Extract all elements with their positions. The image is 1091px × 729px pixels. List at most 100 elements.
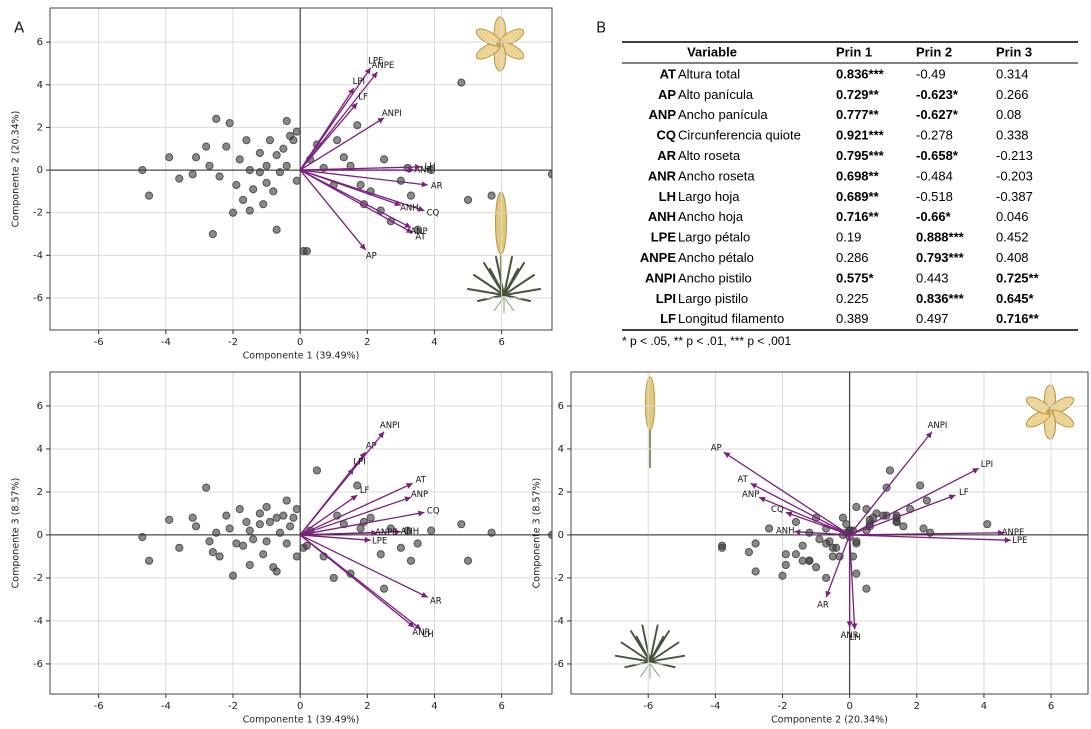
point [272, 151, 281, 160]
point [265, 517, 275, 527]
point [202, 483, 211, 492]
row-name: Ancho panícula [678, 107, 768, 122]
arrow-head [421, 181, 428, 188]
point [245, 206, 254, 215]
point [235, 505, 244, 514]
point [282, 161, 291, 170]
point [828, 552, 837, 561]
x-tick-label: 0 [297, 337, 303, 348]
point [275, 168, 285, 177]
point [262, 161, 271, 170]
point [366, 513, 375, 522]
y-tick-label: -6 [33, 659, 43, 670]
point [238, 541, 248, 550]
table-cell: -0.49 [916, 66, 946, 81]
point [396, 176, 405, 185]
y-tick-label: 6 [37, 37, 43, 48]
x-axis-title: Componente 1 (39.49%) [243, 715, 360, 726]
y-tick-label: -2 [33, 573, 43, 584]
y-tick-label: 2 [37, 122, 43, 133]
vector-label: ANP [742, 490, 759, 500]
plot-frame [570, 371, 1089, 695]
y-tick-label: -4 [33, 250, 43, 261]
point [457, 520, 466, 529]
point [463, 556, 473, 565]
arrow-head [364, 67, 371, 75]
flower-image [1023, 384, 1077, 440]
arrow-head [377, 117, 385, 124]
point [376, 550, 385, 559]
point [852, 569, 861, 578]
point [272, 225, 281, 234]
table-cell: 0.716** [996, 311, 1040, 326]
point [885, 466, 895, 475]
x-tick-label: 2 [364, 337, 370, 348]
vector-label: ANP [410, 227, 427, 237]
row-code: AT [660, 66, 676, 81]
table-cell: -0.203 [996, 168, 1033, 183]
point [413, 225, 422, 234]
table-cell: 0.266 [996, 87, 1029, 102]
table-cell: -0.658* [916, 148, 959, 163]
arrow-head [948, 494, 956, 501]
vector-label: ANR [412, 628, 430, 638]
vector-label: ANPE [1002, 528, 1025, 538]
arrow-head [851, 623, 858, 630]
point [403, 526, 412, 535]
table-cell: 0.793*** [916, 250, 965, 265]
point [191, 522, 201, 531]
vector-label: LH [850, 633, 861, 643]
y-tick-label: 0 [558, 530, 564, 541]
row-name: Largo pistilo [678, 291, 748, 306]
y-tick-label: -2 [33, 208, 43, 219]
loading-vector [300, 511, 425, 536]
loading-vector [794, 531, 850, 536]
y-tick-label: -4 [554, 616, 564, 627]
panel-label: B [596, 19, 606, 37]
point [396, 543, 405, 552]
vector-label: LPI [353, 458, 365, 468]
point [983, 520, 992, 529]
point [235, 155, 244, 164]
point [255, 520, 264, 529]
arrow-head [846, 621, 853, 628]
table-cell: 0.452 [996, 230, 1029, 245]
plot-area [138, 466, 552, 593]
table-cell: -0.623* [916, 87, 959, 102]
y-tick-label: 4 [37, 80, 43, 91]
point [191, 153, 201, 162]
point [356, 180, 365, 190]
point [413, 539, 422, 548]
point [269, 187, 278, 196]
loading-vector [299, 102, 358, 171]
table-cell: 0.08 [996, 107, 1021, 122]
row-code: LH [659, 189, 676, 204]
table-cell: 0.725** [996, 270, 1040, 285]
point [828, 543, 837, 552]
point [751, 567, 760, 576]
point [249, 185, 258, 194]
loading-vector [299, 169, 413, 234]
y-tick-label: 4 [558, 444, 564, 455]
loading-vector [300, 532, 378, 536]
point [805, 556, 814, 565]
point [255, 148, 264, 158]
y-tick-label: 4 [37, 444, 43, 455]
x-tick-label: -6 [643, 701, 653, 712]
point [869, 513, 878, 522]
y-tick-label: 6 [37, 401, 43, 412]
table-header: Prin 1 [836, 44, 872, 59]
arrow-head [408, 167, 415, 174]
loading-vector [849, 494, 956, 536]
table-cell: 0.777** [836, 107, 880, 122]
table-cell: 0.836*** [916, 291, 965, 306]
point [380, 155, 389, 164]
point [165, 515, 174, 524]
point [188, 513, 197, 522]
point [292, 176, 301, 185]
loading-vector [849, 534, 1011, 541]
row-name: Ancho pistilo [678, 270, 752, 285]
point [487, 191, 496, 200]
arrow-head [359, 243, 366, 251]
